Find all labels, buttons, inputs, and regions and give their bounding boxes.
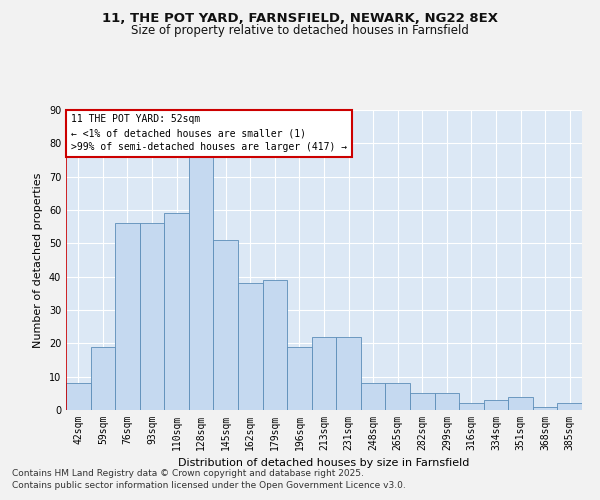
- Bar: [385, 384, 410, 410]
- Bar: [533, 406, 557, 410]
- Text: 11, THE POT YARD, FARNSFIELD, NEWARK, NG22 8EX: 11, THE POT YARD, FARNSFIELD, NEWARK, NG…: [102, 12, 498, 26]
- Bar: [287, 346, 312, 410]
- Bar: [214, 240, 238, 410]
- Bar: [91, 346, 115, 410]
- Text: Contains HM Land Registry data © Crown copyright and database right 2025.: Contains HM Land Registry data © Crown c…: [12, 468, 364, 477]
- Text: 11 THE POT YARD: 52sqm
← <1% of detached houses are smaller (1)
>99% of semi-det: 11 THE POT YARD: 52sqm ← <1% of detached…: [71, 114, 347, 152]
- Bar: [312, 336, 336, 410]
- Bar: [508, 396, 533, 410]
- Bar: [238, 284, 263, 410]
- Bar: [557, 404, 582, 410]
- Bar: [140, 224, 164, 410]
- Bar: [410, 394, 434, 410]
- Y-axis label: Number of detached properties: Number of detached properties: [33, 172, 43, 348]
- Bar: [336, 336, 361, 410]
- Bar: [115, 224, 140, 410]
- Text: Contains public sector information licensed under the Open Government Licence v3: Contains public sector information licen…: [12, 481, 406, 490]
- Text: Size of property relative to detached houses in Farnsfield: Size of property relative to detached ho…: [131, 24, 469, 37]
- Bar: [164, 214, 189, 410]
- X-axis label: Distribution of detached houses by size in Farnsfield: Distribution of detached houses by size …: [178, 458, 470, 468]
- Bar: [459, 404, 484, 410]
- Bar: [66, 384, 91, 410]
- Bar: [484, 400, 508, 410]
- Bar: [263, 280, 287, 410]
- Bar: [361, 384, 385, 410]
- Bar: [189, 156, 214, 410]
- Bar: [434, 394, 459, 410]
